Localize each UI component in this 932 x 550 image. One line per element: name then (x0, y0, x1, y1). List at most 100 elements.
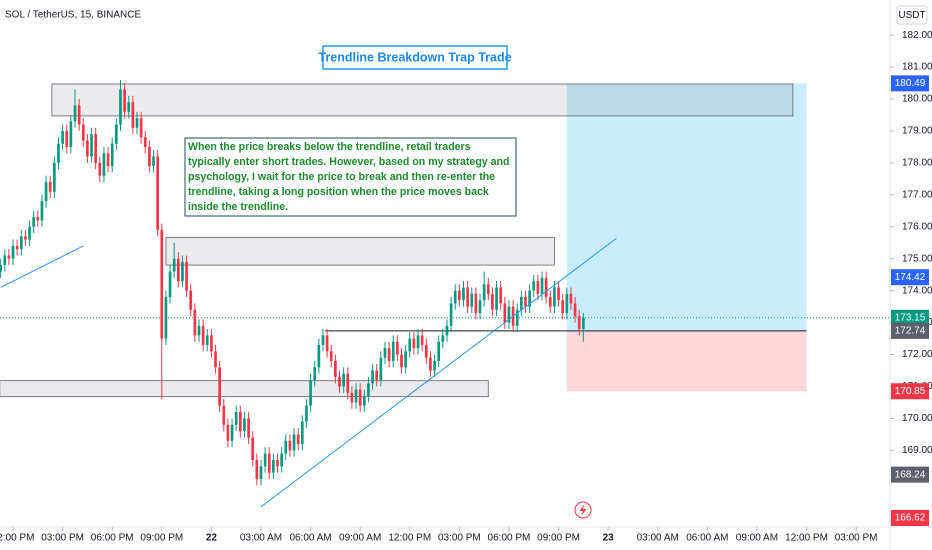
candle-body (267, 453, 271, 473)
candle-body (408, 338, 412, 352)
x-tick-label: 23 (603, 533, 615, 544)
candle-body (11, 245, 15, 259)
annotation-box (184, 137, 517, 217)
candle-body (387, 348, 391, 361)
candle-body (189, 290, 193, 310)
candle-body (98, 162, 102, 176)
candle-body (362, 396, 366, 406)
y-tick-label: 169.00 (902, 445, 932, 456)
candle-body (441, 335, 445, 342)
candle-body (400, 354, 403, 368)
candle-body (433, 360, 436, 371)
candle-body (19, 236, 23, 250)
annotation-title-box (322, 45, 508, 70)
x-tick-label: 03:00 PM (835, 533, 878, 544)
candle-body (201, 325, 205, 345)
candle-body (193, 309, 197, 336)
candle-body (470, 293, 474, 307)
chart-title: SOL / TetherUS, 15, BINANCE (5, 10, 141, 21)
candle-body (110, 143, 114, 167)
candle-body (156, 156, 160, 230)
price-label-box (891, 322, 929, 339)
annotation-line: When the price breaks below the trendlin… (188, 141, 471, 153)
candle-body (288, 440, 292, 451)
currency-box[interactable] (896, 5, 928, 25)
y-tick-label: 172.00 (902, 349, 932, 360)
candle-body (44, 182, 48, 202)
candle-body (561, 300, 565, 314)
price-label-box (891, 383, 929, 400)
annotation-line: typically enter short trades. However, b… (188, 156, 509, 168)
candle-body (40, 201, 44, 221)
candle-body (214, 351, 217, 368)
annotation-line: trendline, taking a long position when t… (188, 186, 489, 198)
trendline (260, 237, 617, 508)
candle-body (148, 146, 151, 167)
y-tick-label: 181.00 (902, 62, 932, 73)
candle-body (495, 287, 498, 310)
candle-body (358, 389, 362, 406)
candle-body (263, 453, 267, 467)
candle-body (90, 134, 93, 157)
price-label: 180.49 (895, 78, 926, 89)
candle-body (3, 255, 7, 266)
candle-body (524, 297, 527, 307)
candle-body (325, 335, 329, 352)
candle-body (478, 300, 482, 314)
candle-body (528, 290, 531, 307)
candle-body (69, 121, 73, 147)
candle-body (48, 182, 52, 192)
candle-body (449, 303, 453, 326)
candle-body (230, 424, 234, 441)
annotation-title: Trendline Breakdown Trap Trade (318, 50, 511, 64)
candle-body (515, 309, 519, 326)
candle-body (367, 383, 370, 397)
annotation-line: psychology, I wait for the price to brea… (188, 171, 495, 183)
price-label-box (891, 510, 929, 526)
candle-body (453, 290, 457, 304)
currency[interactable]: USDT (898, 10, 925, 21)
x-tick-label: 06:00 AM (686, 533, 728, 544)
candle-body (238, 412, 242, 432)
candle-body (296, 434, 300, 444)
candle-body (540, 277, 544, 294)
candle-body (474, 293, 478, 314)
x-tick-label: 03:00 AM (240, 533, 282, 544)
candle-body (482, 284, 486, 301)
plot-area (0, 79, 890, 508)
candle-body (507, 306, 511, 323)
candle-body (420, 335, 424, 345)
price-label-box (891, 75, 929, 92)
x-tick-label: 22 (206, 533, 218, 544)
candle-body (222, 405, 226, 425)
candle-body (251, 437, 255, 460)
zone (165, 236, 555, 266)
candle-body (280, 453, 283, 467)
price-label: 166.62 (895, 513, 926, 524)
price-label-box (891, 466, 929, 483)
x-tick-label: 09:00 AM (736, 533, 778, 544)
candle-body (309, 380, 312, 406)
candle-body (114, 124, 118, 144)
candle-body (486, 284, 490, 294)
candle-body (255, 459, 259, 480)
y-tick-label: 179.00 (902, 126, 932, 137)
candle-body (172, 258, 176, 272)
x-tick-label: 09:00 AM (339, 533, 381, 544)
candle-body (226, 424, 230, 441)
y-tick-label: 174.00 (902, 285, 932, 296)
candle-body (139, 118, 143, 138)
x-tick-label: 06:00 PM (488, 533, 531, 544)
candle-body (135, 118, 139, 128)
candle-body (292, 434, 296, 451)
candle-body (65, 130, 69, 147)
candle-body (412, 338, 416, 349)
candle-body (7, 255, 11, 259)
candle-body (305, 405, 308, 422)
candle-body (553, 287, 556, 307)
candle-body (544, 277, 548, 298)
price-label: 170.85 (895, 386, 926, 397)
candle-body (582, 317, 585, 329)
candle-body (234, 412, 238, 425)
